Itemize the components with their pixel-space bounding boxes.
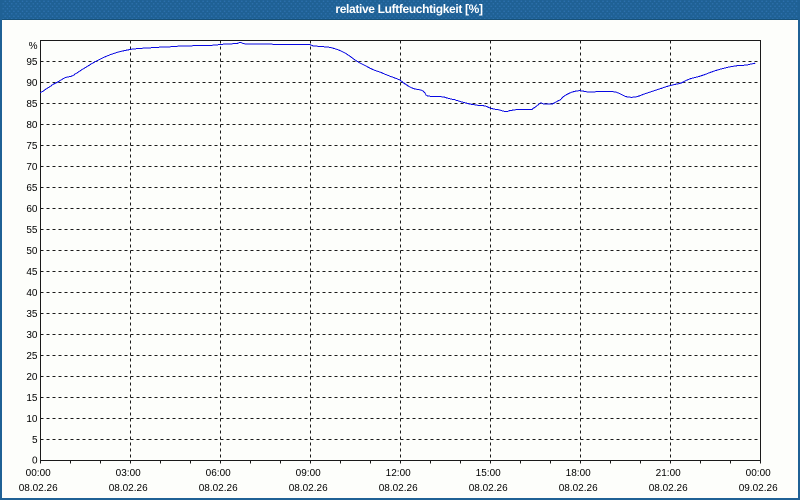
svg-text:20: 20 — [26, 372, 38, 383]
svg-text:08.02.26: 08.02.26 — [379, 483, 418, 494]
svg-text:75: 75 — [26, 141, 38, 152]
svg-text:12:00: 12:00 — [386, 468, 411, 479]
svg-text:18:00: 18:00 — [566, 468, 591, 479]
svg-text:30: 30 — [26, 330, 38, 341]
svg-text:70: 70 — [26, 162, 38, 173]
svg-text:85: 85 — [26, 99, 38, 110]
svg-text:09.02.26: 09.02.26 — [739, 483, 778, 494]
svg-text:08.02.26: 08.02.26 — [109, 483, 148, 494]
svg-text:00:00: 00:00 — [26, 468, 51, 479]
svg-text:0: 0 — [32, 456, 38, 467]
svg-text:03:00: 03:00 — [116, 468, 141, 479]
svg-text:%: % — [29, 41, 38, 52]
svg-text:06:00: 06:00 — [206, 468, 231, 479]
svg-text:80: 80 — [26, 120, 38, 131]
svg-text:90: 90 — [26, 78, 38, 89]
svg-text:10: 10 — [26, 414, 38, 425]
svg-text:15:00: 15:00 — [476, 468, 501, 479]
svg-text:95: 95 — [26, 57, 38, 68]
svg-text:08.02.26: 08.02.26 — [559, 483, 598, 494]
svg-text:09:00: 09:00 — [296, 468, 321, 479]
svg-text:relative Luftfeuchtigkeit [%]: relative Luftfeuchtigkeit [%] — [335, 2, 483, 16]
svg-text:21:00: 21:00 — [656, 468, 681, 479]
svg-text:60: 60 — [26, 204, 38, 215]
svg-text:40: 40 — [26, 288, 38, 299]
svg-text:08.02.26: 08.02.26 — [469, 483, 508, 494]
svg-text:15: 15 — [26, 393, 38, 404]
svg-text:65: 65 — [26, 183, 38, 194]
svg-text:08.02.26: 08.02.26 — [289, 483, 328, 494]
svg-text:08.02.26: 08.02.26 — [649, 483, 688, 494]
svg-text:50: 50 — [26, 246, 38, 257]
svg-text:55: 55 — [26, 225, 38, 236]
svg-text:5: 5 — [32, 435, 38, 446]
svg-text:08.02.26: 08.02.26 — [19, 483, 58, 494]
svg-text:25: 25 — [26, 351, 38, 362]
svg-text:35: 35 — [26, 309, 38, 320]
svg-text:00:00: 00:00 — [746, 468, 771, 479]
svg-text:08.02.26: 08.02.26 — [199, 483, 238, 494]
svg-text:45: 45 — [26, 267, 38, 278]
